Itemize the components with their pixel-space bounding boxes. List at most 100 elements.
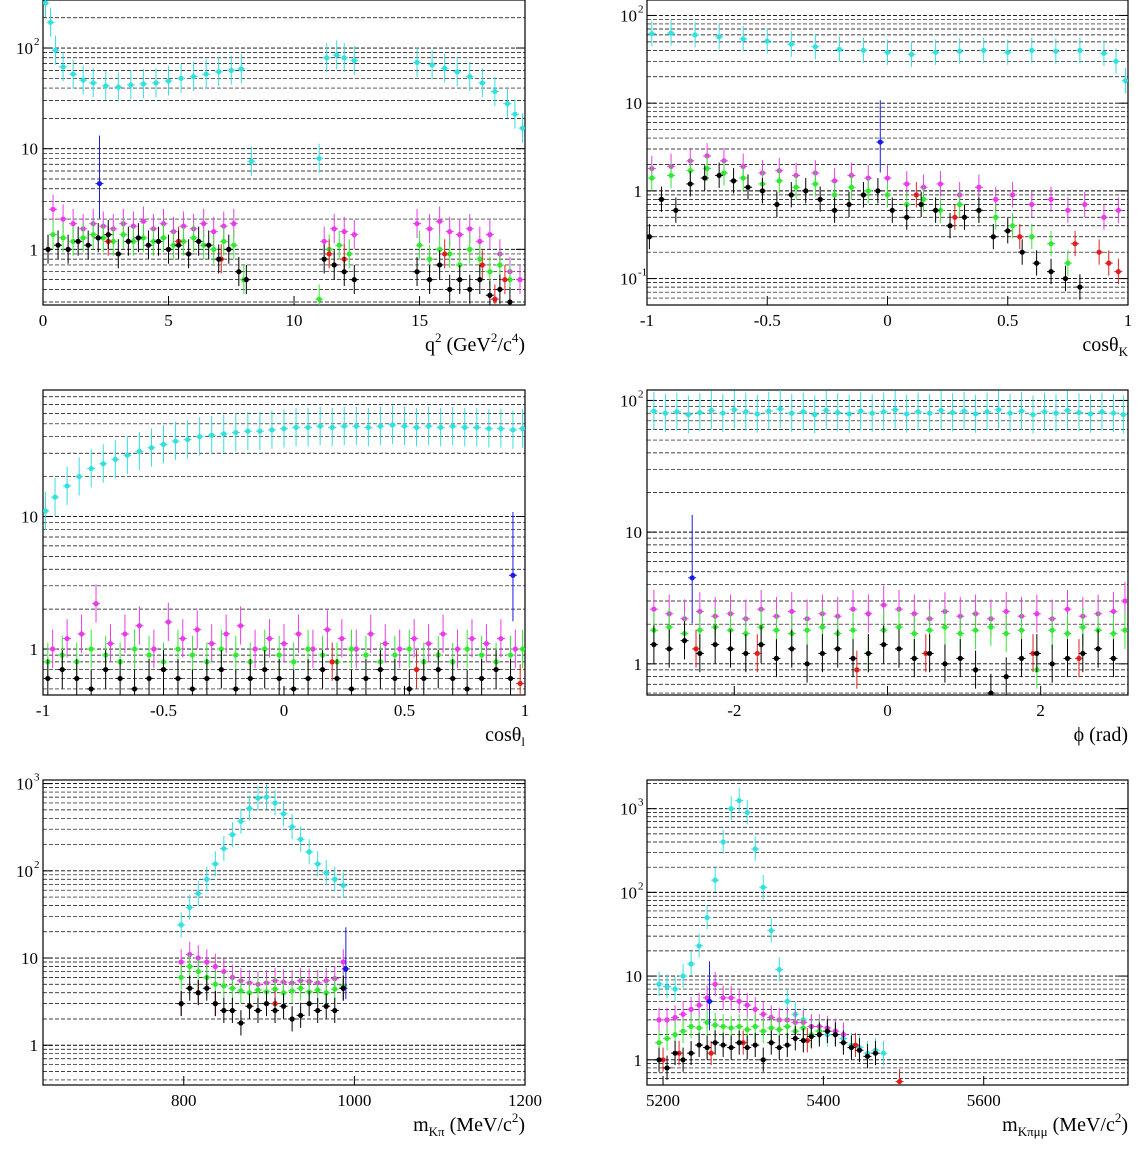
data-point	[234, 256, 243, 287]
x-tick-label: 1200	[508, 1091, 542, 1110]
data-point	[510, 99, 519, 129]
data-point	[236, 978, 245, 1004]
data-point	[410, 619, 419, 658]
data-point	[971, 394, 980, 433]
data-point	[799, 1028, 808, 1053]
data-point	[907, 41, 916, 67]
data-point	[1027, 37, 1036, 63]
data-point	[971, 650, 980, 689]
data-point	[177, 964, 186, 990]
data-point	[739, 165, 748, 191]
data-point	[320, 244, 329, 274]
plot-frame	[646, 779, 1129, 1086]
data-point	[1071, 230, 1080, 257]
data-point	[111, 439, 120, 479]
series-black	[649, 621, 1118, 695]
data-point	[960, 204, 969, 230]
data-point	[134, 223, 143, 253]
data-point	[227, 55, 236, 85]
x-axis-title-unit: )	[518, 334, 525, 356]
data-point	[730, 390, 739, 429]
data-point	[822, 391, 831, 430]
data-point	[515, 264, 524, 295]
data-point	[883, 39, 892, 65]
data-point	[64, 234, 73, 264]
plot-frame	[42, 779, 526, 1086]
data-point	[74, 226, 83, 256]
data-point	[695, 992, 704, 1018]
data-point	[63, 466, 72, 505]
data-layer	[647, 20, 1128, 300]
data-point	[463, 629, 472, 668]
x-axis-title: mKπ (MeV/c2)	[413, 1110, 525, 1139]
data-point	[305, 990, 314, 1017]
x-tick-label: 5600	[967, 1091, 1001, 1110]
data-point	[58, 650, 67, 689]
data-point	[863, 1044, 872, 1069]
x-axis-title-symbol: θ	[512, 724, 522, 746]
data-point	[856, 391, 865, 430]
data-point	[801, 178, 810, 204]
data-point	[759, 1018, 768, 1044]
series-magenta	[647, 143, 1123, 230]
data-point	[1006, 393, 1015, 432]
data-point	[950, 204, 959, 230]
data-point	[63, 619, 72, 658]
data-point	[207, 415, 216, 455]
data-point	[727, 796, 736, 821]
data-point	[1032, 250, 1041, 276]
data-point	[434, 650, 443, 689]
data-point	[719, 829, 728, 854]
data-point	[931, 39, 940, 65]
data-point	[729, 168, 738, 194]
series-magenta	[48, 584, 520, 668]
data-point	[322, 993, 331, 1019]
data-point	[518, 113, 525, 143]
data-point	[194, 979, 203, 1006]
data-point	[687, 1014, 696, 1039]
data-point	[59, 52, 68, 82]
data-point	[727, 1035, 736, 1060]
data-point	[195, 417, 204, 456]
data-point	[340, 216, 349, 246]
data-point	[687, 1040, 696, 1066]
data-point	[772, 191, 781, 217]
data-point	[888, 197, 897, 223]
data-point	[883, 182, 892, 208]
data-point	[1114, 197, 1123, 223]
plot-frame	[646, 389, 1129, 696]
data-point	[718, 393, 727, 432]
data-point	[665, 629, 674, 668]
data-layer	[43, 405, 525, 695]
series-cyan	[43, 0, 525, 176]
x-axis-title-main: cos	[485, 724, 512, 746]
data-point	[687, 951, 696, 976]
data-point	[347, 629, 356, 668]
data-point	[228, 975, 237, 1001]
data-point	[1040, 392, 1049, 431]
data-point	[647, 165, 656, 191]
data-point	[43, 659, 52, 695]
data-point	[194, 958, 203, 984]
data-point	[835, 36, 844, 62]
data-point	[1075, 274, 1084, 300]
y-tick-label: 1	[30, 240, 39, 259]
y-tick-exponent: 2	[638, 388, 644, 400]
data-point	[89, 68, 98, 98]
data-point	[971, 610, 980, 650]
x-axis-title-superscript: 4	[512, 330, 519, 345]
data-point	[803, 610, 812, 650]
data-point	[413, 47, 422, 77]
data-point	[1074, 639, 1083, 678]
data-point	[477, 659, 486, 695]
data-point	[350, 219, 359, 250]
series-green	[177, 953, 348, 1006]
data-point	[810, 395, 819, 434]
data-point	[419, 659, 428, 695]
data-point	[193, 610, 202, 649]
data-point	[751, 836, 760, 861]
data-point	[294, 614, 303, 653]
x-tick-label: 1000	[337, 1091, 371, 1110]
data-point	[330, 997, 339, 1023]
